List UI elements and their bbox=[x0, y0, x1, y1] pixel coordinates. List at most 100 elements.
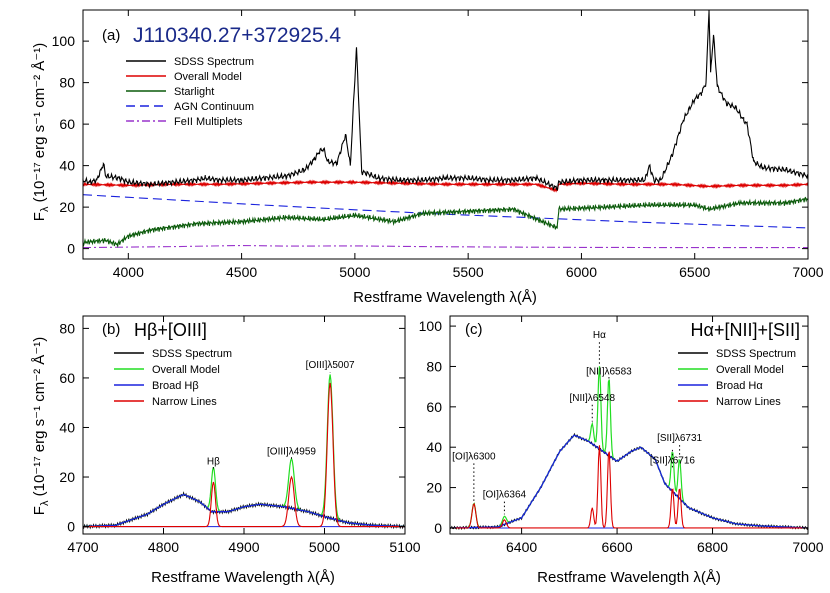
panel-c-legend-label: Overall Model bbox=[716, 364, 784, 376]
panel-c-annotation-label: [SII]λ6731 bbox=[657, 433, 702, 444]
panel-c-y-tick-label: 0 bbox=[434, 520, 442, 536]
panel-c-y-tick-label: 80 bbox=[426, 358, 442, 374]
panel-b-x-tick-label: 5100 bbox=[389, 539, 420, 555]
panel-a-legend-label: FeII Multiplets bbox=[174, 116, 243, 128]
panel-a-y-axis-label: Fλ (10⁻¹⁷ erg s⁻¹ cm⁻² Å⁻¹) bbox=[31, 43, 51, 221]
panel-a-legend: SDSS Spectrum Overall Model Starlight AGN C… bbox=[126, 56, 254, 128]
panel-c-title: Hα+[NII]+[SII] bbox=[691, 320, 800, 340]
panel-a-y-tick-label: 60 bbox=[59, 116, 75, 132]
panel-b-legend-label: Overall Model bbox=[152, 364, 220, 376]
panel-b-label: (b) bbox=[102, 321, 120, 338]
panel-a-x-tick-label: 7000 bbox=[792, 264, 823, 280]
panel-b-y-tick-label: 80 bbox=[59, 320, 75, 336]
panel-c-x-tick-label: 7000 bbox=[792, 539, 823, 555]
series-feii bbox=[82, 244, 808, 249]
panel-b-y-tick-label: 20 bbox=[59, 469, 75, 485]
panel-c-annotation-label: [OI]λ6364 bbox=[483, 490, 527, 501]
panel-a-y-tick-label: 20 bbox=[59, 199, 75, 215]
panel-a-legend-label: AGN Continuum bbox=[174, 101, 254, 113]
panel-c-x-axis-label: Restframe Wavelength λ(Å) bbox=[537, 569, 721, 586]
panel-b-legend-label: Broad Hβ bbox=[152, 380, 199, 392]
panel-b-x-ticks: 4700 4800 4900 5000 5100 bbox=[67, 316, 421, 555]
panel-a-y-ticks: 0 20 40 60 80 100 bbox=[52, 33, 808, 257]
panel-c-y-ticks: 0 20 40 60 80 100 bbox=[419, 318, 808, 536]
panel-c-broad-component bbox=[450, 434, 808, 529]
panel-a-legend-label: SDSS Spectrum bbox=[174, 56, 254, 68]
panel-b-y-tick-label: 60 bbox=[59, 370, 75, 386]
panel-a-label: (a) bbox=[102, 27, 120, 44]
panel-a-x-tick-label: 4000 bbox=[113, 264, 144, 280]
panel-b-x-tick-label: 4800 bbox=[148, 539, 179, 555]
panel-a-legend-label: Starlight bbox=[174, 86, 214, 98]
panel-c-annotation-label: [SII]λ6716 bbox=[650, 455, 695, 466]
series-agn bbox=[82, 194, 809, 229]
panel-b: 4700 4800 4900 5000 5100 0 20 40 60 80 (b) Hβ+[O… bbox=[31, 315, 421, 586]
panel-c-legend-label: Broad Hα bbox=[716, 380, 763, 392]
panel-b-broad-component bbox=[82, 493, 406, 528]
panel-a-frame bbox=[82, 9, 809, 260]
panel-a-y-tick-label: 40 bbox=[59, 158, 75, 174]
panel-c-narrow-lines bbox=[450, 445, 808, 529]
panel-b-legend: SDSS Spectrum Overall Model Broad Hβ Narrow… bbox=[114, 348, 232, 408]
panel-b-y-tick-label: 0 bbox=[67, 519, 75, 535]
panel-a-x-tick-label: 6000 bbox=[566, 264, 597, 280]
panel-c-y-tick-label: 100 bbox=[419, 318, 443, 334]
panel-b-annotation-label: [OIII]λ4959 bbox=[267, 447, 316, 458]
panel-c-y-tick-label: 60 bbox=[426, 399, 442, 415]
series-model bbox=[82, 179, 809, 193]
panel-c-x-tick-label: 6800 bbox=[697, 539, 728, 555]
panel-a-y-axis-label-subscript: λ bbox=[39, 206, 51, 212]
panel-b-x-tick-label: 5000 bbox=[309, 539, 340, 555]
panel-b-legend-label: Narrow Lines bbox=[152, 396, 217, 408]
panel-b-y-axis-label-subscript: λ bbox=[39, 500, 51, 506]
panel-b-x-tick-label: 4900 bbox=[228, 539, 259, 555]
panel-a-y-tick-label: 100 bbox=[52, 33, 76, 49]
panel-b-title: Hβ+[OIII] bbox=[134, 320, 207, 340]
panel-b-plot-area bbox=[82, 374, 406, 530]
panel-b-annotations: Hβ [OIII]λ4959 [OIII]λ5007 bbox=[207, 360, 355, 469]
panel-b-frame bbox=[82, 315, 406, 535]
panel-c-x-tick-label: 6400 bbox=[506, 539, 537, 555]
panel-b-sdss-spectrum bbox=[82, 491, 406, 530]
panel-c-frame bbox=[449, 315, 809, 535]
panel-c-y-tick-label: 20 bbox=[426, 480, 442, 496]
panel-b-x-axis-label: Restframe Wavelength λ(Å) bbox=[151, 569, 335, 586]
panel-a-plot-area bbox=[82, 9, 809, 249]
panel-c-annotation-label: Hα bbox=[593, 330, 606, 341]
panel-b-y-tick-label: 40 bbox=[59, 419, 75, 435]
panel-b-narrow-lines bbox=[83, 382, 405, 528]
panel-c-y-tick-label: 40 bbox=[426, 439, 442, 455]
panel-b-annotation-label: Hβ bbox=[207, 457, 220, 468]
series-spectrum bbox=[82, 9, 809, 191]
panel-a-x-tick-label: 5000 bbox=[339, 264, 370, 280]
series-starlight bbox=[82, 196, 809, 249]
panel-a-y-axis-label-units: (10⁻¹⁷ erg s⁻¹ cm⁻² Å⁻¹) bbox=[31, 43, 48, 207]
panel-a-x-axis-label: Restframe Wavelength λ(Å) bbox=[353, 289, 537, 306]
panel-c-plot-area bbox=[449, 366, 809, 531]
panel-c-legend: SDSS Spectrum Overall Model Broad Hα Narrow… bbox=[678, 348, 796, 408]
panel-c-x-tick-label: 6600 bbox=[601, 539, 632, 555]
panel-a-y-axis-label-symbol: F bbox=[31, 212, 48, 221]
panel-a-x-ticks: 4000 4500 5000 5500 6000 6500 7000 bbox=[113, 10, 824, 280]
panel-c-annotation-label: [NII]λ6548 bbox=[569, 393, 615, 404]
panel-b-y-axis-label-symbol: F bbox=[31, 506, 48, 515]
panel-b-overall-model bbox=[82, 374, 406, 528]
panel-a-x-tick-label: 6500 bbox=[679, 264, 710, 280]
panel-a-x-tick-label: 5500 bbox=[453, 264, 484, 280]
panel-c-annotation-label: [NII]λ6583 bbox=[586, 367, 632, 378]
panel-a-x-tick-label: 4500 bbox=[226, 264, 257, 280]
panel-b-y-axis-label: Fλ (10⁻¹⁷ erg s⁻¹ cm⁻² Å⁻¹) bbox=[31, 337, 51, 515]
panel-b-legend-label: SDSS Spectrum bbox=[152, 348, 232, 360]
panel-c-legend-label: SDSS Spectrum bbox=[716, 348, 796, 360]
panel-c-x-ticks: 6400 6600 6800 7000 bbox=[506, 316, 824, 555]
panel-c: 6400 6600 6800 7000 0 20 40 60 80 100 (c) Hα+[NI… bbox=[419, 315, 824, 586]
panel-b-y-ticks: 0 20 40 60 80 bbox=[59, 320, 405, 535]
panel-c-annotation-label: [OI]λ6300 bbox=[452, 451, 496, 462]
panel-a-y-tick-label: 80 bbox=[59, 75, 75, 91]
panel-c-sdss-spectrum bbox=[449, 432, 809, 531]
panel-a-y-tick-label: 0 bbox=[67, 241, 75, 257]
panel-c-annotations: [OI]λ6300 [OI]λ6364 [NII]λ6548 Hα [NII]λ6583… bbox=[452, 330, 703, 515]
panel-a-legend-label: Overall Model bbox=[174, 71, 242, 83]
panel-b-annotation-label: [OIII]λ5007 bbox=[306, 360, 355, 371]
